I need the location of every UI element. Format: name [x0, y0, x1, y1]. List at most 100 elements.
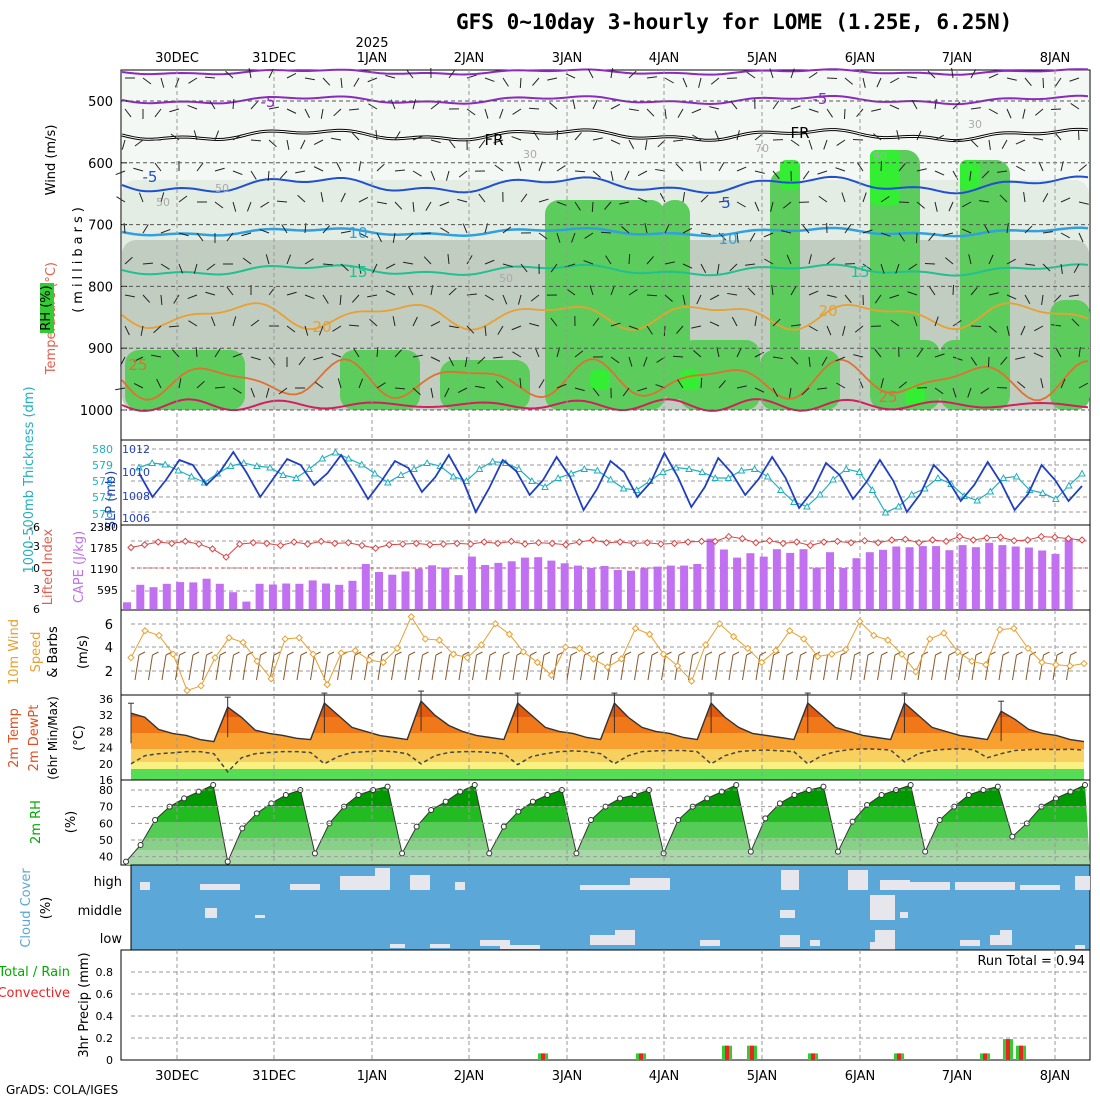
rh-band [126, 838, 1090, 850]
thickness-point [724, 473, 733, 481]
wind-barb [1015, 139, 1026, 145]
rh-ylabel: RH (%) [39, 285, 54, 330]
cape-bar [295, 583, 304, 609]
precip-conv-bar [811, 1053, 815, 1060]
li-point [222, 553, 230, 561]
wind10-barb-flag [975, 651, 983, 656]
wind-barb [502, 77, 509, 87]
wind10-barb-flag [624, 651, 632, 656]
bottom-date-label: 8JAN [1040, 1069, 1071, 1084]
wind-barb [754, 316, 758, 327]
thickness-point [803, 502, 811, 510]
wind-barb [749, 232, 756, 242]
thickness-tick-label: 580 [92, 443, 113, 456]
li-point [888, 536, 896, 544]
wind-barb [663, 325, 666, 337]
wind-barb [1070, 102, 1080, 110]
wind10-point [561, 643, 570, 651]
wind10-point [225, 634, 233, 642]
wind-barb [934, 353, 945, 358]
cloud-block [455, 882, 465, 890]
cape-bar [481, 565, 490, 609]
cape-bar [361, 564, 370, 609]
wind-barb [605, 255, 612, 265]
precip-conv-bar [639, 1053, 643, 1060]
wind-barb [278, 387, 288, 395]
wind-barb [1015, 356, 1026, 360]
wind-barb [1078, 201, 1089, 205]
wind-barb [339, 294, 342, 306]
wind-barb [644, 139, 648, 150]
wind-barb [187, 104, 198, 110]
wind-barb [574, 387, 585, 392]
wind10-barb [904, 654, 909, 681]
li-point [371, 544, 380, 552]
wind-barb [604, 201, 612, 210]
wind-barb [945, 257, 954, 265]
wind-barb [610, 68, 614, 79]
wind-barb [682, 227, 693, 234]
wind-barb [948, 201, 954, 212]
temp-band [131, 733, 1084, 749]
wind10-point [814, 652, 822, 661]
rh-high-shading [590, 370, 610, 390]
rh2m-tick-label: 50 [99, 834, 113, 847]
temp-band [131, 769, 1084, 780]
wind10-point [912, 668, 920, 676]
rh-point [181, 795, 188, 802]
thickness-point [685, 464, 693, 472]
contour-label: FR [484, 131, 503, 149]
wind10-barb [431, 654, 437, 681]
rh2m-unit: (%) [64, 811, 79, 834]
wind10-point [505, 630, 514, 638]
wind10-barb [404, 654, 410, 681]
wind-barb [736, 166, 747, 172]
wind-barb [502, 294, 508, 305]
wind-barb [1035, 108, 1044, 116]
wind-barb [392, 232, 396, 243]
wind-barb [372, 263, 378, 274]
wind10-point [1066, 662, 1074, 670]
wind10-barb-flag [813, 651, 821, 656]
slp-tick-label: 1008 [122, 490, 150, 503]
thickness-point [698, 467, 707, 475]
wind-barb [574, 132, 582, 141]
pressure-tick-label: 800 [88, 280, 113, 295]
wind-barb [556, 165, 566, 172]
rh-point [152, 817, 159, 823]
wind-barb [1040, 378, 1044, 389]
cloud-block [340, 876, 380, 890]
thickness-point [750, 464, 759, 472]
wind-barb [916, 201, 925, 209]
cape-bar [335, 584, 344, 609]
wind-barb [988, 254, 994, 265]
wind-barb [836, 382, 846, 389]
wind-barb [1042, 193, 1049, 203]
wind-barb [934, 134, 944, 141]
top-date-label: 7JAN [942, 51, 973, 66]
wind-barb [313, 356, 324, 361]
li-tick-label: -3 [29, 540, 40, 553]
wind10-point [603, 663, 612, 671]
li-point [806, 541, 814, 550]
footer-credit: GrADS: COLA/IGES [6, 1083, 119, 1097]
wind-barb [286, 325, 296, 333]
wind-barb [1069, 77, 1080, 82]
wind10-frame [120, 609, 1091, 696]
wind-barb [376, 201, 387, 205]
slp-ylabel: SLP (mb) [104, 471, 119, 530]
wind-barb [174, 77, 180, 88]
wind10-barb-flag [719, 651, 726, 656]
wind-barb [619, 201, 630, 205]
wind-barb [664, 223, 670, 234]
wind-barb [265, 254, 270, 265]
wind10-point [842, 645, 850, 654]
cape-bar [547, 560, 556, 609]
wind10-barb [850, 654, 855, 681]
li-point [711, 537, 719, 546]
wind-barb [134, 139, 144, 147]
wind-barb [1020, 325, 1026, 336]
li-point [290, 538, 298, 546]
wind-barb [691, 325, 702, 329]
wind-barb [968, 254, 972, 265]
